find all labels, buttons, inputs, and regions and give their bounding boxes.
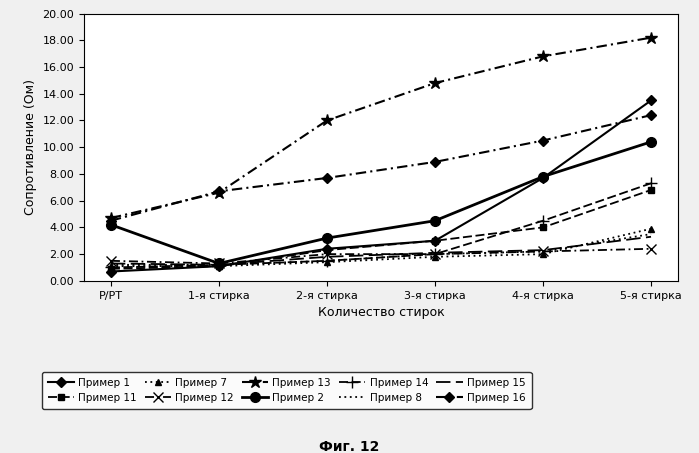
Y-axis label: Сопротивление (Ом): Сопротивление (Ом) [24, 79, 37, 215]
Legend: Пример 1, Пример 11, Пример 7, Пример 12, Пример 13, Пример 2, Пример 14, Пример: Пример 1, Пример 11, Пример 7, Пример 12… [41, 371, 531, 410]
Text: Фиг. 12: Фиг. 12 [319, 440, 380, 453]
X-axis label: Количество стирок: Количество стирок [317, 306, 445, 319]
